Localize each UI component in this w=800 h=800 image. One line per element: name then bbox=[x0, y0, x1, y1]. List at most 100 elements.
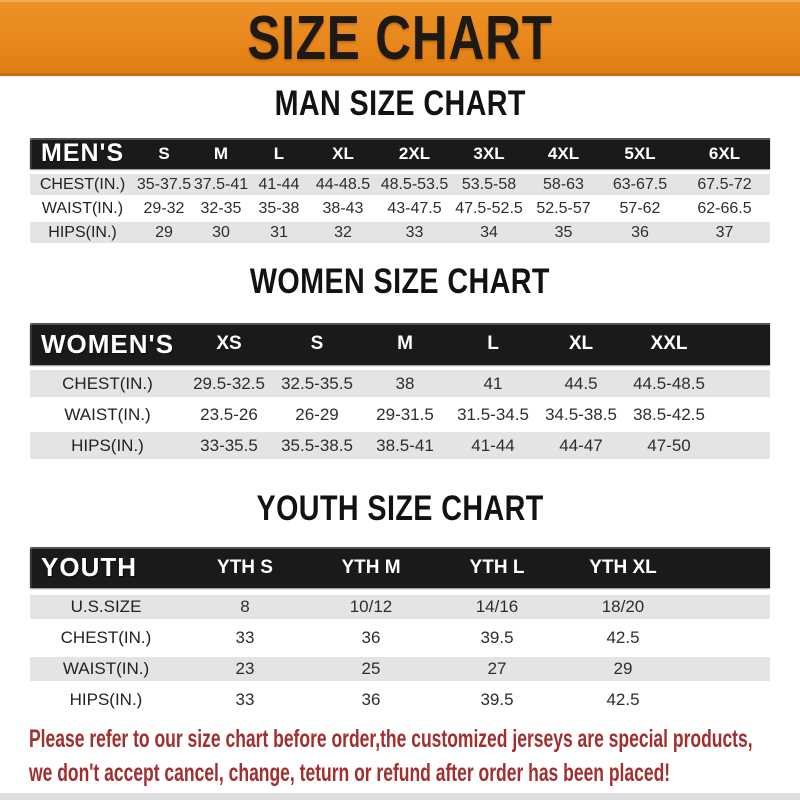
women-header-label: WOMEN'S bbox=[41, 328, 175, 359]
cell-value: 44-48.5 bbox=[315, 175, 371, 193]
cell-value: 23 bbox=[235, 659, 255, 678]
cell-value: 38.5-42.5 bbox=[633, 404, 705, 424]
cell-value: 32.5-35.5 bbox=[281, 373, 353, 393]
row-label: CHEST(IN.) bbox=[39, 175, 126, 193]
row-label: U.S.SIZE bbox=[70, 597, 142, 616]
cell-value: 36 bbox=[631, 223, 649, 241]
men-column-header-l: L bbox=[273, 143, 285, 163]
cell-value: 31 bbox=[270, 223, 288, 241]
women-table-header-row: WOMEN'S XS S M L XL XXL bbox=[30, 323, 770, 365]
cell-value: 52.5-57 bbox=[536, 199, 591, 217]
cell-value: 38-43 bbox=[322, 199, 364, 217]
cell-value: 63-67.5 bbox=[612, 175, 668, 193]
footer-note: Please refer to our size chart before or… bbox=[29, 722, 799, 790]
youth-row-chest-in: CHEST(IN.) 33 36 39.5 42.5 bbox=[30, 626, 770, 650]
row-label: HIPS(IN.) bbox=[69, 690, 143, 709]
cell-value: 41 bbox=[483, 373, 503, 393]
men-row-waist-in: WAIST(IN.) 29-32 32-35 35-38 38-43 43-47.5 47.… bbox=[30, 198, 770, 219]
youth-table-header-row: YOUTH YTH S YTH M YTH L YTH XL bbox=[30, 547, 770, 588]
cell-value: 35-38 bbox=[258, 199, 300, 217]
cell-value: 53.5-58 bbox=[461, 175, 517, 193]
men-row-hips-in: HIPS(IN.) 29 30 31 32 33 34 35 36 37 bbox=[30, 222, 770, 243]
youth-column-header-yth-m: YTH M bbox=[341, 556, 401, 578]
men-header-label: MEN'S bbox=[41, 139, 125, 167]
row-label: HIPS(IN.) bbox=[71, 435, 144, 455]
footer-note-line-1: Please refer to our size chart before or… bbox=[29, 725, 753, 753]
youth-column-header-yth-s: YTH S bbox=[217, 556, 273, 578]
cell-value: 47.5-52.5 bbox=[455, 199, 523, 217]
cell-value: 29.5-32.5 bbox=[193, 373, 265, 393]
cell-value: 33 bbox=[235, 628, 255, 647]
youth-row-u-s-size: U.S.SIZE 8 10/12 14/16 18/20 bbox=[30, 595, 770, 619]
women-section-heading: WOMEN SIZE CHART bbox=[0, 262, 800, 302]
women-column-header-xxl: XXL bbox=[650, 333, 688, 354]
cell-value: 29 bbox=[155, 223, 173, 241]
women-row-waist-in: WAIST(IN.) 23.5-26 26-29 29-31.5 31.5-34.5 34… bbox=[30, 401, 770, 428]
cell-value: 42.5 bbox=[606, 690, 640, 709]
cell-value: 38.5-41 bbox=[376, 435, 434, 455]
cell-value: 41-44 bbox=[471, 435, 515, 455]
cell-value: 36 bbox=[361, 690, 381, 709]
cell-value: 44.5-48.5 bbox=[633, 373, 705, 393]
cell-value: 18/20 bbox=[601, 597, 645, 616]
youth-section-heading-text: YOUTH SIZE CHART bbox=[256, 489, 544, 528]
men-column-header-xl: XL bbox=[332, 143, 354, 163]
women-column-header-m: M bbox=[397, 333, 413, 354]
cell-value: 23.5-26 bbox=[200, 404, 258, 424]
men-column-header-5xl: 5XL bbox=[624, 143, 656, 163]
youth-row-waist-in: WAIST(IN.) 23 25 27 29 bbox=[30, 657, 770, 681]
cell-value: 32 bbox=[334, 223, 352, 241]
cell-value: 43-47.5 bbox=[387, 199, 442, 217]
cell-value: 35-37.5 bbox=[136, 175, 192, 193]
women-column-header-xs: XS bbox=[216, 333, 242, 354]
cell-value: 38 bbox=[395, 373, 415, 393]
cell-value: 37 bbox=[715, 223, 734, 241]
women-section-heading-text: WOMEN SIZE CHART bbox=[250, 262, 550, 301]
men-column-header-s: S bbox=[158, 143, 170, 163]
row-label: HIPS(IN.) bbox=[48, 223, 117, 241]
youth-column-header-yth-l: YTH L bbox=[469, 556, 525, 578]
cell-value: 35 bbox=[554, 223, 573, 241]
cell-value: 67.5-72 bbox=[697, 175, 752, 193]
women-row-chest-in: CHEST(IN.) 29.5-32.5 32.5-35.5 38 41 44.5 44.5… bbox=[30, 370, 770, 397]
youth-row-hips-in: HIPS(IN.) 33 36 39.5 42.5 bbox=[30, 688, 770, 712]
banner: SIZE CHART bbox=[0, 0, 800, 76]
men-size-table: MEN'S S M L XL 2XL 3XL 4XL 5XL 6XL CHEST(IN.) 35-37… bbox=[30, 138, 770, 246]
cell-value: 33 bbox=[235, 690, 255, 709]
women-column-header-xl: XL bbox=[568, 333, 594, 354]
cell-value: 34 bbox=[480, 223, 498, 241]
women-row-hips-in: HIPS(IN.) 33-35.5 35.5-38.5 38.5-41 41-44 44-… bbox=[30, 432, 770, 459]
youth-size-table: YOUTH YTH S YTH M YTH L YTH XL U.S.SIZE 8 10/12… bbox=[30, 547, 770, 719]
youth-column-header-yth-xl: YTH XL bbox=[589, 556, 657, 578]
men-section-heading: MAN SIZE CHART bbox=[0, 84, 800, 124]
cell-value: 41-44 bbox=[258, 175, 300, 193]
page-title: SIZE CHART bbox=[247, 3, 553, 73]
bottom-edge-strip bbox=[0, 793, 800, 800]
cell-value: 29-32 bbox=[143, 199, 185, 217]
women-column-header-s: S bbox=[310, 333, 324, 354]
cell-value: 8 bbox=[240, 597, 250, 616]
men-column-header-6xl: 6XL bbox=[708, 143, 741, 163]
cell-value: 42.5 bbox=[606, 628, 640, 647]
cell-value: 29 bbox=[613, 659, 633, 678]
cell-value: 39.5 bbox=[480, 628, 514, 647]
cell-value: 33 bbox=[405, 223, 424, 241]
cell-value: 32-35 bbox=[200, 199, 242, 217]
row-label: WAIST(IN.) bbox=[64, 404, 151, 424]
women-column-header-l: L bbox=[487, 333, 499, 354]
cell-value: 34.5-38.5 bbox=[545, 404, 617, 424]
men-table-header-row: MEN'S S M L XL 2XL 3XL 4XL 5XL 6XL bbox=[30, 138, 770, 169]
men-section-heading-text: MAN SIZE CHART bbox=[274, 84, 526, 123]
cell-value: 58-63 bbox=[543, 175, 584, 193]
youth-header-label: YOUTH bbox=[41, 552, 137, 582]
cell-value: 37.5-41 bbox=[193, 175, 249, 193]
row-label: CHEST(IN.) bbox=[62, 373, 153, 393]
men-column-header-3xl: 3XL bbox=[473, 143, 505, 163]
cell-value: 44.5 bbox=[564, 373, 598, 393]
cell-value: 44-47 bbox=[559, 435, 603, 455]
cell-value: 47-50 bbox=[647, 435, 691, 455]
cell-value: 10/12 bbox=[349, 597, 393, 616]
women-size-table: WOMEN'S XS S M L XL XXL CHEST(IN.) 29.5-32.5 32.5… bbox=[30, 323, 770, 463]
footer-note-line-2: we don't accept cancel, change, teturn o… bbox=[29, 759, 671, 787]
